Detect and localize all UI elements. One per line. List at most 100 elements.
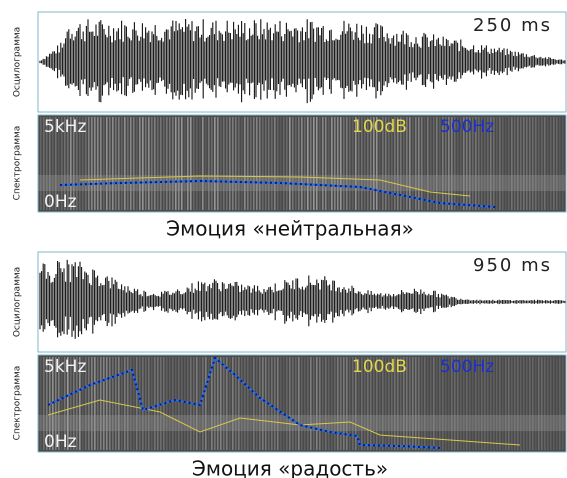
spectral-stripe	[298, 117, 300, 210]
spectral-stripe	[124, 117, 126, 210]
spectral-stripe	[220, 357, 222, 450]
spectral-stripe	[430, 117, 432, 210]
spectral-stripe	[295, 117, 297, 210]
spectral-stripe	[250, 117, 252, 210]
spectral-stripe	[304, 357, 306, 450]
spectral-stripe	[250, 357, 252, 450]
spectral-stripe	[40, 117, 42, 210]
intensity-scale: 100dB	[352, 357, 407, 377]
spectral-stripe	[322, 357, 324, 450]
spectral-stripe	[556, 117, 558, 210]
spectral-stripe	[169, 117, 171, 210]
caption: Эмоция «радость»	[192, 457, 388, 478]
spectral-stripe	[541, 357, 543, 450]
spectral-stripe	[154, 357, 156, 450]
spectral-stripe	[346, 117, 348, 210]
spectral-stripe	[505, 117, 507, 210]
spectral-stripe	[547, 117, 549, 210]
spectral-stripe	[538, 117, 540, 210]
spectral-stripe	[517, 357, 519, 450]
spectral-stripe	[229, 117, 231, 210]
spectral-stripe	[109, 357, 111, 450]
spectral-stripe	[118, 117, 120, 210]
spectral-stripe	[433, 117, 435, 210]
spectral-stripe	[169, 357, 171, 450]
spectral-stripe	[175, 357, 177, 450]
spectral-stripe	[289, 117, 291, 210]
spectral-stripe	[418, 357, 420, 450]
spectral-stripe	[430, 357, 432, 450]
figure-panel: 950 msОсцилограмма5kHz0Hz100dB500HzСпект…	[13, 252, 567, 478]
axis-title: Осцилограмма	[13, 267, 23, 337]
spectral-stripe	[103, 357, 105, 450]
spectral-stripe	[562, 117, 564, 210]
spectral-stripe	[514, 357, 516, 450]
spectral-stripe	[529, 117, 531, 210]
spectral-stripe	[262, 357, 264, 450]
spectral-stripe	[421, 357, 423, 450]
spectral-stripe	[94, 117, 96, 210]
spectral-stripe	[415, 357, 417, 450]
spectral-stripe	[337, 357, 339, 450]
spectral-stripe	[556, 357, 558, 450]
spectral-stripe	[424, 117, 426, 210]
spectral-stripe	[223, 357, 225, 450]
spectral-stripe	[310, 357, 312, 450]
spectral-stripe	[175, 117, 177, 210]
spectral-stripe	[436, 117, 438, 210]
spectral-stripe	[112, 357, 114, 450]
spectral-stripe	[115, 117, 117, 210]
spectral-stripe	[211, 117, 213, 210]
spectral-stripe	[277, 117, 279, 210]
spectral-stripe	[193, 117, 195, 210]
spectral-stripe	[286, 357, 288, 450]
spectral-stripe	[523, 117, 525, 210]
spectral-stripe	[238, 117, 240, 210]
spectral-stripe	[232, 117, 234, 210]
spectral-stripe	[235, 357, 237, 450]
spectral-stripe	[238, 357, 240, 450]
spectral-stripe	[286, 117, 288, 210]
spectral-stripe	[280, 117, 282, 210]
pitch-scale: 500Hz	[440, 117, 494, 137]
spectral-stripe	[241, 117, 243, 210]
figure: 250 msОсцилограмма5kHz0Hz100dB500HzСпект…	[0, 0, 567, 478]
duration-label: 250 ms	[473, 15, 552, 36]
spectral-stripe	[526, 117, 528, 210]
spectral-stripe	[181, 357, 183, 450]
spectral-stripe	[550, 357, 552, 450]
spectral-stripe	[121, 117, 123, 210]
spectral-stripe	[163, 117, 165, 210]
spectral-stripe	[526, 357, 528, 450]
axis-title: Спектрограмма	[13, 126, 23, 201]
spectral-stripe	[151, 117, 153, 210]
spectral-stripe	[340, 357, 342, 450]
freq-top: 5kHz	[44, 117, 86, 137]
spectral-stripe	[130, 117, 132, 210]
spectral-stripe	[142, 117, 144, 210]
axis-title: Осцилограмма	[13, 27, 23, 97]
spectral-stripe	[139, 117, 141, 210]
spectral-stripe	[532, 117, 534, 210]
intensity-scale: 100dB	[352, 117, 407, 137]
spectral-stripe	[508, 357, 510, 450]
spectral-stripe	[520, 117, 522, 210]
spectral-stripe	[157, 357, 159, 450]
spectral-stripe	[550, 117, 552, 210]
spectral-stripe	[532, 357, 534, 450]
spectral-stripe	[535, 357, 537, 450]
spectral-stripe	[334, 357, 336, 450]
spectral-stripe	[307, 117, 309, 210]
spectral-stripe	[499, 357, 501, 450]
spectral-stripe	[331, 117, 333, 210]
spectral-stripe	[289, 357, 291, 450]
spectral-stripe	[166, 117, 168, 210]
spectral-stripe	[232, 357, 234, 450]
spectral-stripe	[88, 117, 90, 210]
spectral-stripe	[151, 357, 153, 450]
spectral-stripe	[496, 357, 498, 450]
spectral-stripe	[253, 357, 255, 450]
spectral-stripe	[154, 117, 156, 210]
spectral-stripe	[436, 357, 438, 450]
spectral-stripe	[184, 357, 186, 450]
